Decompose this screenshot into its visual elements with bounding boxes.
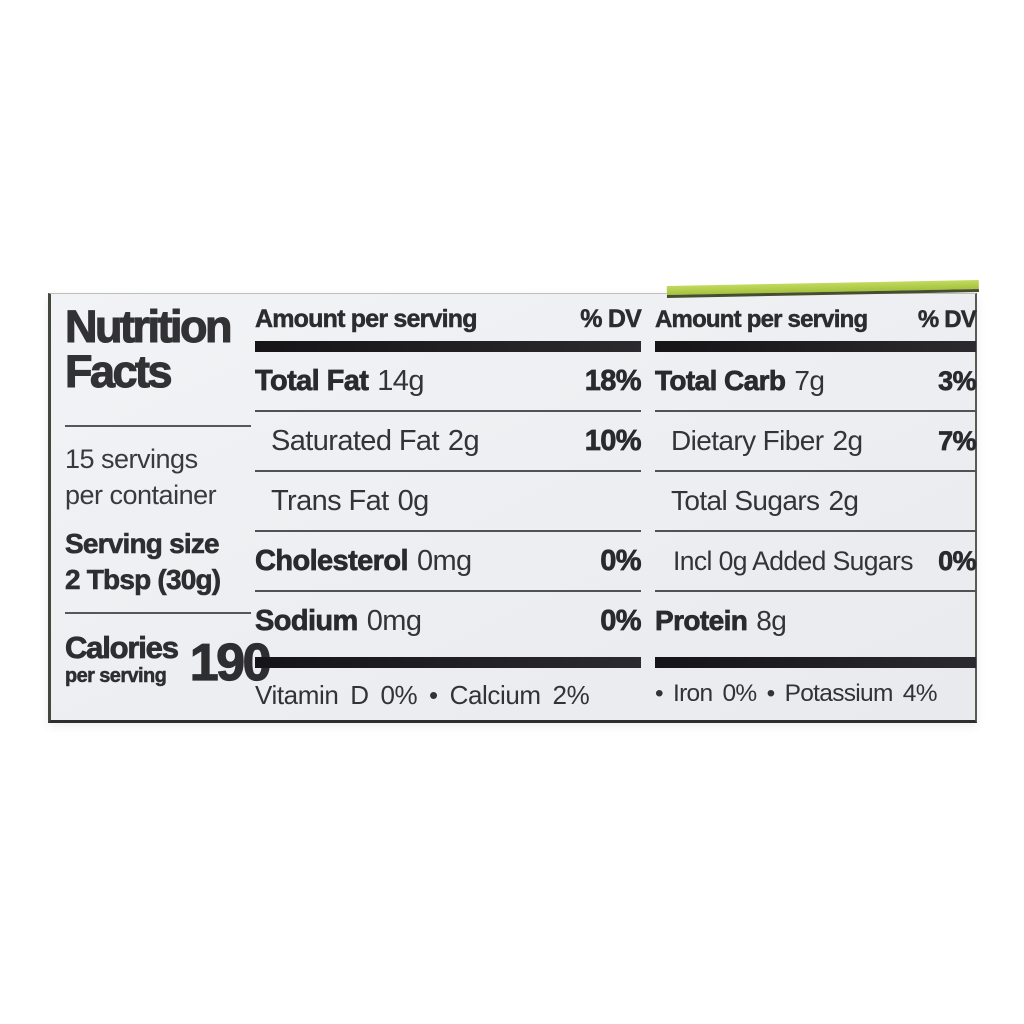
nutrient-name: Cholesterol 0mg: [255, 544, 473, 578]
calories-sublabel: per serving: [65, 665, 167, 688]
amount-column-1: Amount per serving % DV Total Fat 14g 18%…: [255, 305, 642, 711]
nutrient-amount: 8g: [756, 605, 787, 636]
nutrient-amount: 0g: [397, 484, 430, 517]
nutrient-amount: 14g: [377, 364, 424, 397]
row-added-sugars: Incl 0g Added Sugars 0%: [655, 532, 977, 592]
package-green-edge: [666, 280, 979, 298]
nutrient-name: Trans Fat 0g: [255, 485, 429, 518]
divider: [65, 425, 251, 427]
label-title-line1: Nutrition: [64, 301, 233, 352]
nutrient-name: Sodium 0mg: [255, 604, 422, 638]
amount-column-2: Amount per serving % DV Total Carb 7g 3% …: [655, 306, 977, 708]
vitamins-footer: Vitamin D 0% • Calcium 2%: [255, 680, 590, 710]
label-title-line2: Facts: [64, 346, 173, 397]
nutrition-facts-label: Nutrition Facts 15 servings per containe…: [48, 280, 979, 723]
serving-size-value: 2 Tbsp (30g): [65, 564, 222, 596]
column-header: Amount per serving % DV: [655, 306, 977, 334]
nutrient-name-text: Total Sugars: [671, 485, 820, 516]
nutrient-amount: 7g: [794, 365, 825, 396]
thick-rule: [255, 657, 641, 668]
nutrient-rows: Total Fat 14g 18% Saturated Fat 2g 10% Tra…: [255, 352, 642, 650]
nutrient-name-text: Total Carb: [655, 365, 787, 397]
nutrient-name: Incl 0g Added Sugars: [655, 545, 914, 577]
nutrient-rows: Total Carb 7g 3% Dietary Fiber 2g 7% Total…: [655, 352, 977, 650]
nutrient-name: Dietary Fiber 2g: [655, 425, 863, 457]
nutrient-name-text: Saturated Fat: [271, 424, 440, 457]
nutrient-name-text: Protein: [655, 605, 749, 637]
calories-section: Calories per serving 190: [65, 630, 365, 690]
nutrient-name: Total Carb 7g: [655, 365, 825, 397]
row-total-fat: Total Fat 14g 18%: [255, 352, 642, 412]
nutrient-amount: 2g: [447, 424, 480, 457]
row-trans-fat: Trans Fat 0g: [255, 472, 641, 532]
thick-rule: [255, 341, 641, 352]
nutrient-name: Protein 8g: [655, 605, 787, 637]
nutrient-dv: 0%: [600, 544, 642, 577]
row-dietary-fiber: Dietary Fiber 2g 7%: [655, 412, 977, 472]
nutrient-name: Total Fat 14g: [255, 364, 425, 398]
header-percent-dv: % DV: [917, 306, 977, 334]
nutrient-name-text: Dietary Fiber: [671, 425, 824, 456]
minerals-footer: • Iron 0% • Potassium 4%: [655, 680, 938, 707]
row-total-carb: Total Carb 7g 3%: [655, 352, 977, 412]
nutrient-name-text: Cholesterol: [255, 544, 409, 577]
left-panel: Nutrition Facts: [64, 301, 253, 397]
servings-line2: per container: [65, 480, 217, 510]
nutrient-name: Saturated Fat 2g: [255, 424, 480, 458]
nutrient-dv: 0%: [938, 545, 977, 576]
nutrient-amount: 0mg: [366, 604, 422, 637]
header-amount-per-serving: Amount per serving: [655, 306, 869, 334]
nutrient-dv: 7%: [938, 425, 977, 456]
row-saturated-fat: Saturated Fat 2g 10%: [255, 412, 642, 472]
nutrient-name-text: Incl 0g Added Sugars: [673, 545, 914, 576]
row-protein: Protein 8g: [655, 592, 976, 650]
header-amount-per-serving: Amount per serving: [255, 305, 478, 334]
thick-rule: [655, 341, 976, 352]
row-sodium: Sodium 0mg 0%: [255, 592, 642, 650]
nutrient-dv: 3%: [938, 365, 977, 396]
servings-info: 15 servings per container: [65, 441, 265, 513]
nutrient-amount: 0mg: [416, 544, 472, 577]
column-header: Amount per serving % DV: [255, 305, 642, 334]
nutrient-name: Total Sugars 2g: [655, 485, 859, 517]
serving-size: Serving size 2 Tbsp (30g): [65, 526, 275, 598]
nutrient-name-text: Total Fat: [255, 364, 370, 397]
label-title: Nutrition Facts: [64, 301, 253, 397]
header-percent-dv: % DV: [580, 305, 642, 334]
nutrient-name-text: Sodium: [255, 604, 359, 637]
calories-label: Calories: [65, 630, 180, 665]
nutrient-amount: 2g: [828, 485, 859, 516]
row-cholesterol: Cholesterol 0mg 0%: [255, 532, 642, 592]
divider: [65, 612, 251, 614]
nutrient-dv: 0%: [600, 604, 642, 637]
calories-words: Calories per serving: [65, 630, 180, 688]
row-total-sugars: Total Sugars 2g: [655, 472, 976, 532]
thick-rule: [655, 657, 976, 668]
nutrient-name-text: Trans Fat: [271, 484, 389, 517]
serving-size-label: Serving size: [65, 528, 220, 560]
nutrient-amount: 2g: [832, 425, 863, 456]
servings-line1: 15 servings: [65, 444, 198, 474]
nutrient-dv: 10%: [584, 424, 642, 457]
nutrient-dv: 18%: [584, 364, 642, 397]
